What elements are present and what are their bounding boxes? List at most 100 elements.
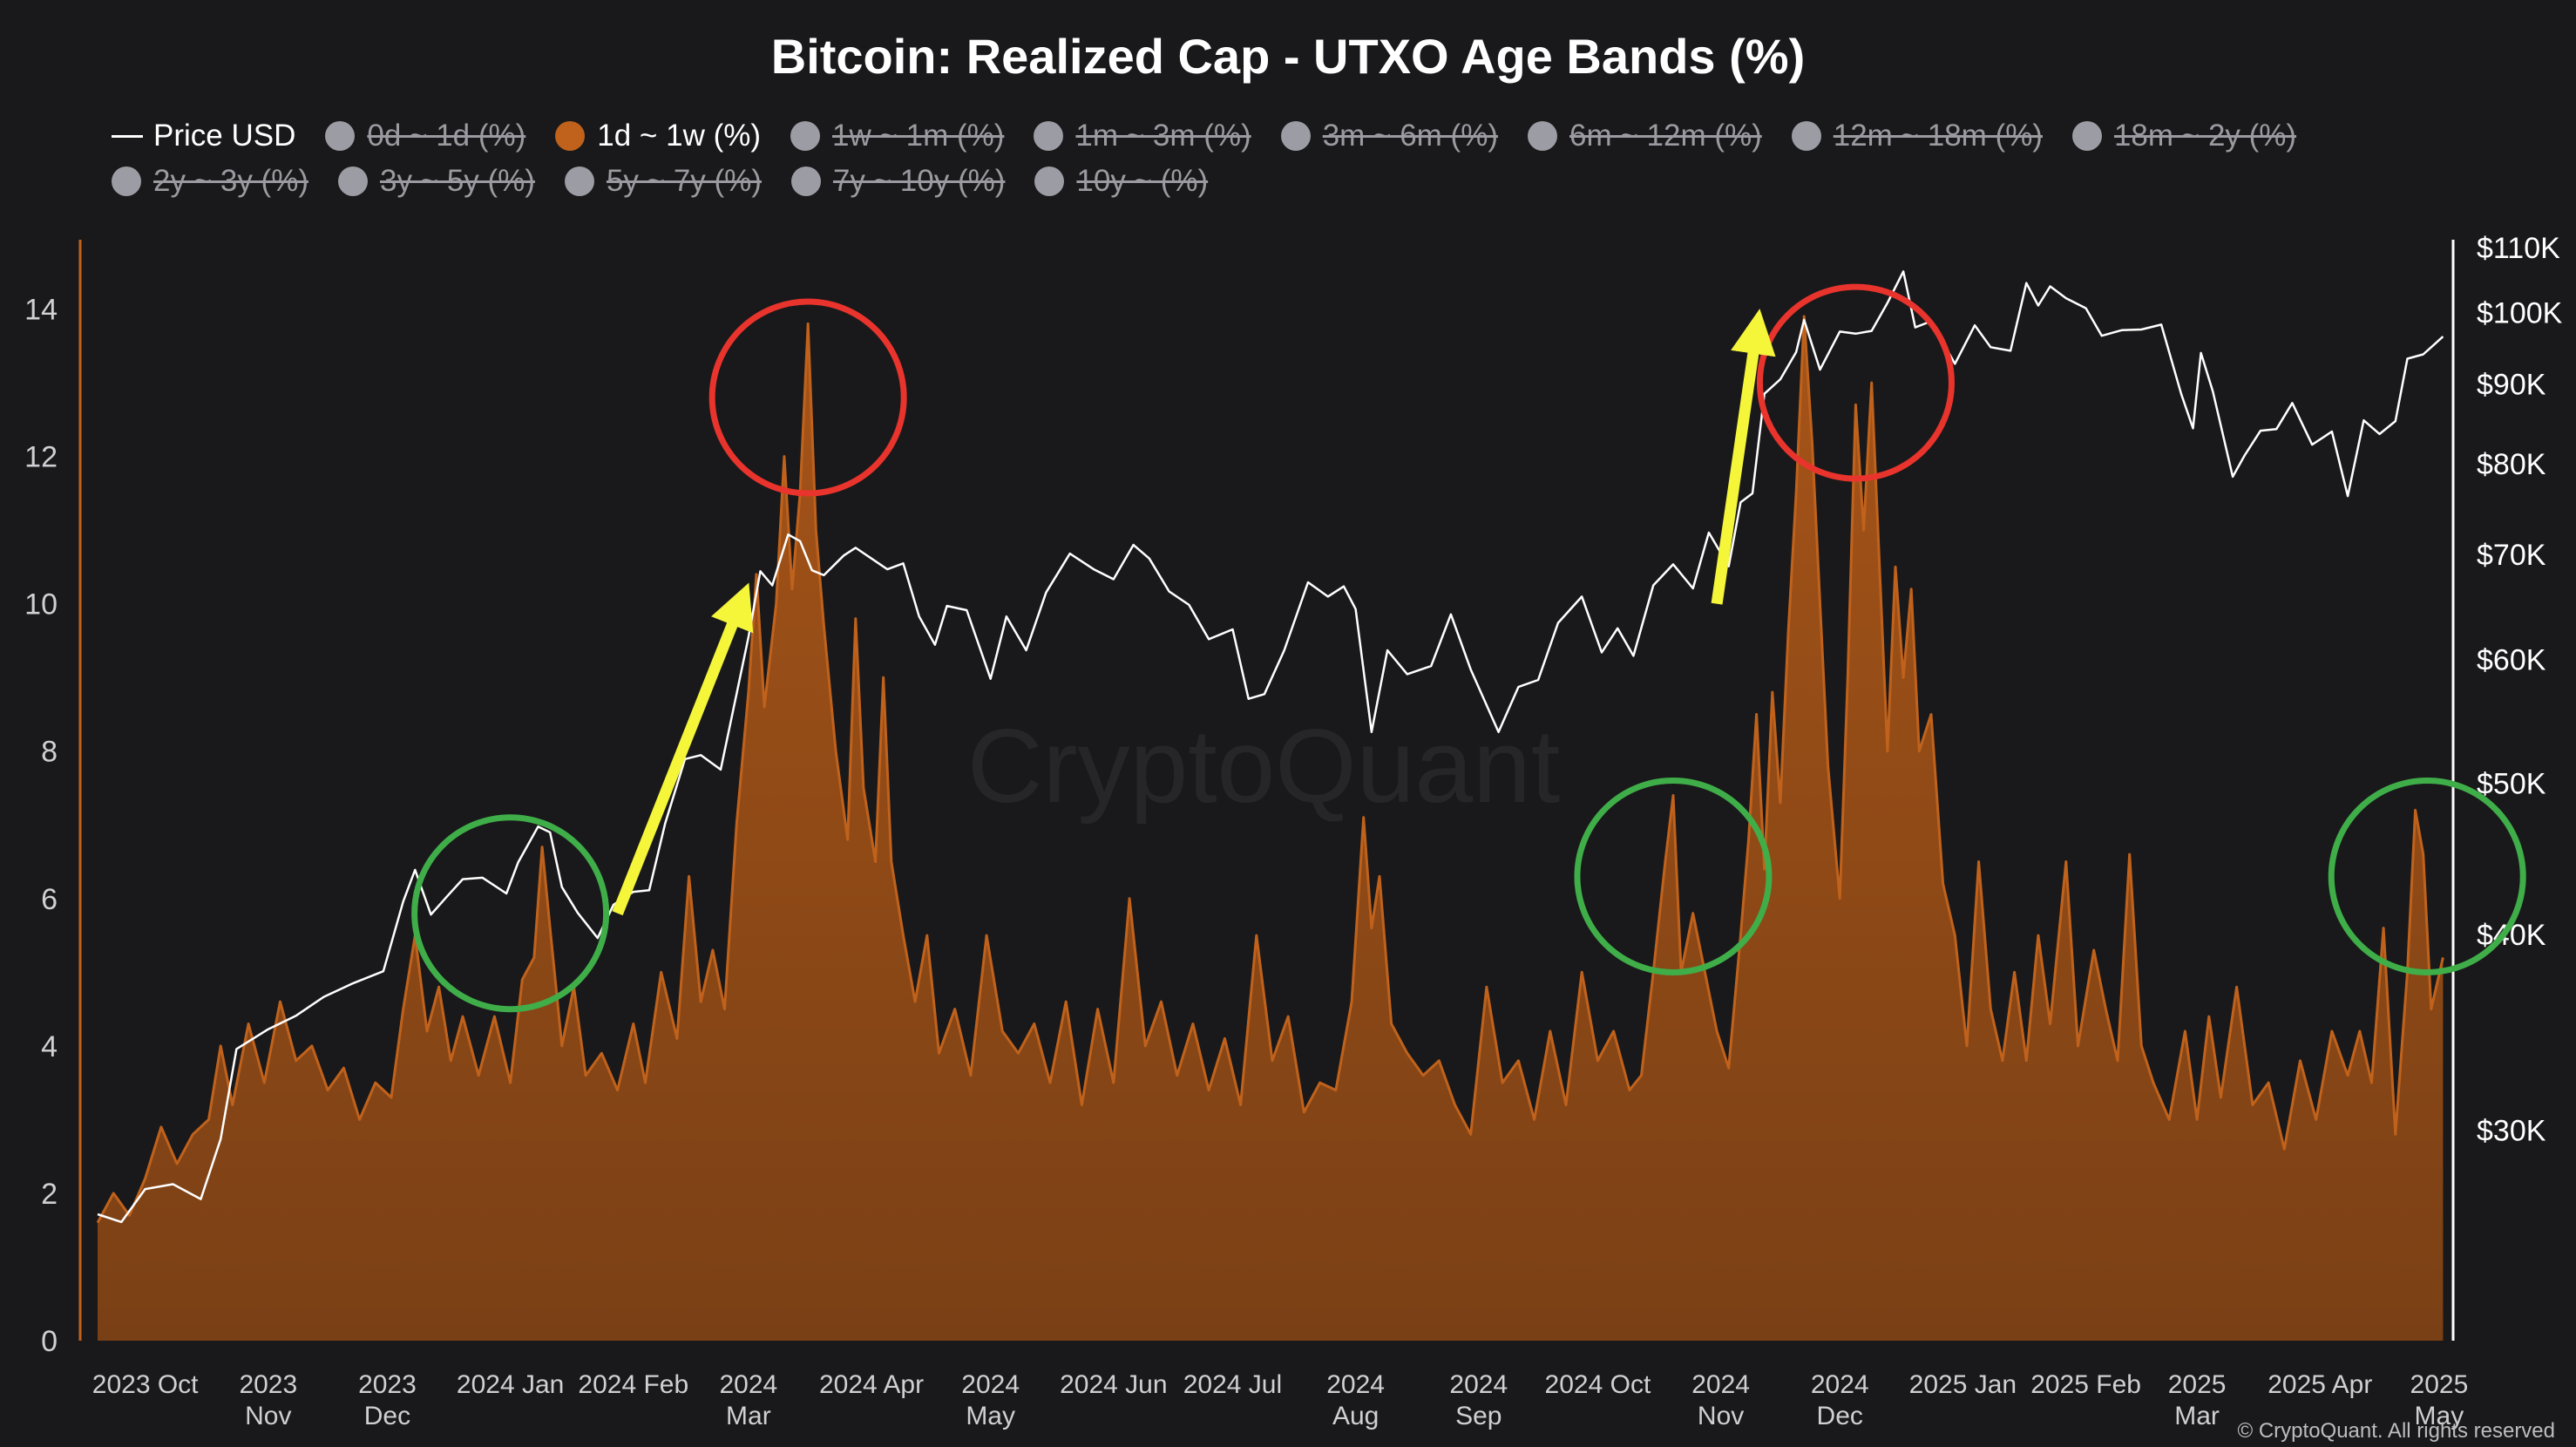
legend-label: 18m ~ 2y (%) <box>2113 119 2297 153</box>
x-tick-label: Mar <box>726 1402 771 1430</box>
legend-label: 5y ~ 7y (%) <box>606 164 762 198</box>
legend-row: 2y ~ 3y (%) 3y ~ 5y (%) 5y ~ 7y (%) 7y ~ 10… <box>112 159 2517 204</box>
legend-dot-icon <box>1280 121 1311 151</box>
legend-label: 1d ~ 1w (%) <box>597 119 761 153</box>
legend-item[interactable]: 18m ~ 2y (%) <box>2071 119 2297 153</box>
x-tick-label: 2024 Feb <box>578 1370 688 1399</box>
legend-dot-icon <box>112 166 141 196</box>
yellow-arrow-annotation <box>612 582 754 916</box>
chart-title: Bitcoin: Realized Cap - UTXO Age Bands (… <box>770 29 1806 84</box>
price-line <box>97 270 2444 1224</box>
y-left-tick-label: 6 <box>41 883 58 916</box>
legend-label: 3m ~ 6m (%) <box>1322 119 1498 153</box>
legend-item[interactable]: Price USD <box>112 119 295 153</box>
x-tick-label: 2024 <box>1691 1370 1750 1399</box>
x-tick-label: 2025 Jan <box>1909 1370 2017 1399</box>
legend-label: Price USD <box>153 119 296 153</box>
legend-dot-icon <box>337 166 368 196</box>
legend-label: 0d ~ 1d (%) <box>367 119 526 153</box>
x-tick-label: 2025 Feb <box>2030 1370 2141 1399</box>
y-left-tick-label: 0 <box>41 1325 58 1358</box>
x-tick-label: 2024 <box>1811 1370 1869 1399</box>
legend-item[interactable]: 3m ~ 6m (%) <box>1280 119 1498 153</box>
legend-item[interactable]: 12m ~ 18m (%) <box>1791 119 2043 153</box>
y-left-tick-label: 2 <box>41 1178 58 1211</box>
y-right-tick-label: $110K <box>2477 232 2560 265</box>
y-right-tick-label: $30K <box>2477 1114 2546 1147</box>
legend-dot-icon <box>555 121 586 151</box>
x-tick-label: 2025 <box>2410 1370 2469 1399</box>
x-tick-label: 2024 Jan <box>457 1370 564 1399</box>
x-tick-label: 2024 Jun <box>1060 1370 1167 1399</box>
y-left-tick-label: 8 <box>41 736 58 769</box>
green-circle-annotation <box>411 814 610 1013</box>
legend-label: 6m ~ 12m (%) <box>1569 119 1762 153</box>
y-right-tick-label: $80K <box>2477 448 2546 481</box>
legend-item[interactable]: 0d ~ 1d (%) <box>325 119 525 153</box>
legend-item[interactable]: 6m ~ 12m (%) <box>1528 119 1762 153</box>
legend-item[interactable]: 7y ~ 10y (%) <box>790 164 1005 199</box>
x-tick-label: 2024 <box>1449 1370 1508 1399</box>
legend-item[interactable]: 3y ~ 5y (%) <box>337 164 535 199</box>
legend-item[interactable]: 2y ~ 3y (%) <box>112 164 308 199</box>
legend-item[interactable]: 5y ~ 7y (%) <box>564 164 762 199</box>
y-right-tick-label: $90K <box>2477 368 2546 401</box>
x-tick-label: 2025 <box>2168 1370 2227 1399</box>
x-tick-label: Dec <box>1817 1402 1863 1430</box>
legend-label: 12m ~ 18m (%) <box>1833 119 2043 153</box>
legend-item[interactable]: 10y ~ (%) <box>1034 164 1208 199</box>
legend-dot-icon <box>564 166 594 196</box>
legend-item[interactable]: 1m ~ 3m (%) <box>1034 119 1251 153</box>
legend-label: 3y ~ 5y (%) <box>379 164 535 198</box>
x-tick-label: 2024 <box>961 1370 1020 1399</box>
y-left-tick-label: 14 <box>24 294 58 327</box>
legend-label: 1m ~ 3m (%) <box>1075 119 1251 153</box>
legend-label: 1w ~ 1m (%) <box>832 119 1005 153</box>
legend-dot-icon <box>2071 121 2102 151</box>
copyright-note: © CryptoQuant. All rights reserved <box>2237 1419 2556 1443</box>
legend-dot-icon <box>1034 121 1064 151</box>
x-tick-label: May <box>2415 1402 2464 1430</box>
legend-row: Price USD 0d ~ 1d (%) 1d ~ 1w (%) 1w ~ 1m (… <box>112 113 2517 159</box>
y-left-tick-label: 10 <box>24 588 58 622</box>
x-tick-label: Nov <box>245 1402 291 1430</box>
watermark: CryptoQuant <box>967 708 1560 825</box>
x-tick-label: 2024 Oct <box>1545 1370 1651 1399</box>
x-tick-label: 2023 <box>358 1370 417 1399</box>
green-circle-annotation <box>1574 777 1773 975</box>
x-tick-label: 2023 Oct <box>92 1370 199 1399</box>
green-circle-annotation <box>2328 777 2526 975</box>
x-tick-label: 2023 <box>239 1370 297 1399</box>
legend-dot-icon <box>790 166 821 196</box>
y-right-tick-label: $50K <box>2477 767 2546 800</box>
legend-dot-icon <box>1791 121 1821 151</box>
legend-dot-icon <box>325 121 356 151</box>
area-fill-1d-1w <box>98 316 2444 1341</box>
y-right-tick-label: $60K <box>2477 643 2546 676</box>
legend-dot-icon <box>1034 166 1065 196</box>
legend-line-icon <box>112 134 143 138</box>
y-left-tick-label: 4 <box>41 1030 58 1063</box>
legend-label: 2y ~ 3y (%) <box>153 164 308 198</box>
legend-item[interactable]: 1d ~ 1w (%) <box>555 119 761 153</box>
yellow-arrow-annotation <box>1711 309 1776 605</box>
red-circle-annotation <box>708 298 907 497</box>
x-tick-label: Sep <box>1455 1402 1502 1430</box>
x-tick-label: 2024 Apr <box>819 1370 924 1399</box>
x-tick-label: Dec <box>364 1402 410 1430</box>
x-tick-label: Aug <box>1332 1402 1379 1430</box>
legend-item[interactable]: 1w ~ 1m (%) <box>790 119 1004 153</box>
legend: Price USD 0d ~ 1d (%) 1d ~ 1w (%) 1w ~ 1m (… <box>112 113 2517 204</box>
x-tick-label: 2024 <box>1326 1370 1385 1399</box>
legend-dot-icon <box>1528 121 1557 151</box>
legend-label: 10y ~ (%) <box>1076 164 1209 198</box>
x-tick-label: 2025 Apr <box>2268 1370 2372 1399</box>
red-circle-annotation <box>1756 283 1955 482</box>
x-tick-label: 2024 Jul <box>1183 1370 1282 1399</box>
x-tick-label: Nov <box>1698 1402 1744 1430</box>
x-tick-label: 2024 <box>719 1370 777 1399</box>
y-right-tick-label: $100K <box>2477 296 2563 329</box>
y-right-tick-label: $70K <box>2477 539 2546 572</box>
x-tick-label: May <box>966 1402 1015 1430</box>
